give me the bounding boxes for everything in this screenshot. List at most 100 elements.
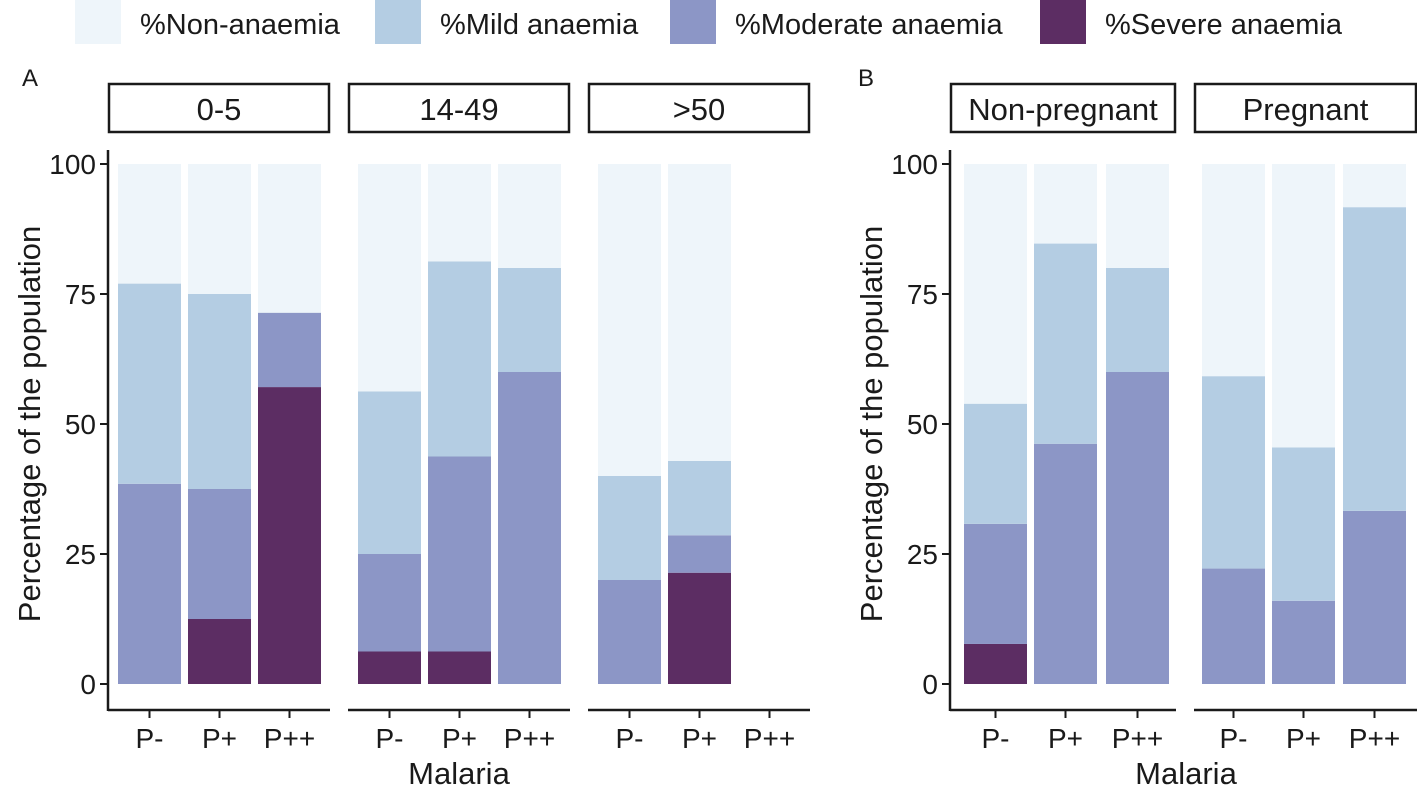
x-axis-title: Malaria	[408, 756, 510, 788]
x-tick-label: P-	[982, 723, 1010, 754]
legend-item-severe-anaemia: %Severe anaemia	[1040, 0, 1343, 44]
facet-0minus5: 0-5 P- P+ P++	[107, 82, 331, 754]
y-tick-label: 75	[65, 279, 96, 310]
bar-pregnant-pplusplus	[1343, 164, 1406, 684]
legend-swatch	[375, 0, 421, 44]
bar-0minus5-pminus	[118, 164, 181, 684]
bar-segment-non	[428, 164, 491, 262]
bar-nonminuspregnant-pminus	[964, 164, 1027, 684]
bar-segment-mild	[1034, 243, 1097, 444]
facet-strip-label: >50	[673, 92, 726, 127]
bar-segment-severe	[668, 572, 731, 684]
bar-segment-moderate	[358, 554, 421, 652]
facet-strip	[1193, 82, 1417, 134]
bar-segment-mild	[668, 460, 731, 536]
y-tick-label: 0	[922, 669, 938, 700]
bar-segment-mild	[188, 294, 251, 489]
bar-segment-moderate	[1272, 600, 1335, 684]
legend-label: %Non-anaemia	[140, 9, 341, 41]
bar-segment-non	[964, 164, 1027, 404]
facet-strip-label: Non-pregnant	[968, 92, 1158, 127]
bar-14minus49-pplus	[428, 164, 491, 684]
legend-item-nonminusanaemia: %Non-anaemia	[75, 0, 341, 44]
bar-segment-mild	[118, 283, 181, 484]
bar-segment-moderate	[1343, 510, 1406, 684]
bar-nonminuspregnant-pplus	[1034, 164, 1097, 684]
y-tick-label: 100	[891, 149, 938, 180]
y-tick-label: 25	[65, 539, 96, 570]
bar-segment-severe	[964, 643, 1027, 684]
x-tick-label: P+	[682, 723, 717, 754]
y-tick-label: 100	[49, 149, 96, 180]
bar-segment-non	[258, 164, 321, 313]
bar-segment-non	[1034, 164, 1097, 244]
y-axis-title: Percentage of the population	[12, 226, 47, 622]
bar-segment-moderate	[258, 312, 321, 388]
bar-segment-non	[598, 164, 661, 476]
y-tick-label: 25	[907, 539, 938, 570]
panel-a: A Percentage of the population 0 25 50 75 100 0…	[12, 65, 811, 788]
x-tick-label: P+	[1286, 723, 1321, 754]
legend-swatch	[75, 0, 121, 44]
bar-segment-non	[118, 164, 181, 284]
bar-segment-mild	[498, 268, 561, 372]
facet-strip	[587, 82, 811, 134]
x-tick-label: P+	[442, 723, 477, 754]
facet-nonminuspregnant: Non-pregnant P- P+ P++	[949, 82, 1177, 754]
bar-segment-mild	[1272, 447, 1335, 601]
facet-strip-label: 14-49	[419, 92, 498, 127]
bar-segment-non	[1272, 164, 1335, 448]
bar-14minus49-pminus	[358, 164, 421, 684]
y-tick-label: 50	[907, 409, 938, 440]
bar-segment-severe	[358, 651, 421, 684]
bar-segment-severe	[188, 619, 251, 684]
bar-segment-moderate	[1034, 443, 1097, 684]
bar-pregnant-pminus	[1202, 164, 1265, 684]
facet-14minus49: 14-49 P- P+ P++	[347, 82, 571, 754]
bar-nonminuspregnant-pplusplus	[1106, 164, 1169, 684]
bar-50-pplus	[668, 164, 731, 684]
panel-label: A	[22, 65, 38, 92]
facet-strip	[949, 82, 1177, 134]
x-axis-title: Malaria	[1135, 756, 1237, 788]
bar-0minus5-pplus	[188, 164, 251, 684]
facet-50: >50 P- P+ P++	[587, 82, 811, 754]
bar-segment-moderate	[1202, 568, 1265, 684]
bar-segment-moderate	[1106, 372, 1169, 684]
y-tick-label: 0	[80, 669, 96, 700]
x-tick-label: P+	[202, 723, 237, 754]
legend-item-moderate-anaemia: %Moderate anaemia	[670, 0, 1003, 44]
bar-segment-non	[1343, 164, 1406, 208]
bar-segment-severe	[258, 387, 321, 684]
legend-swatch	[670, 0, 716, 44]
facet-strip-label: Pregnant	[1243, 92, 1369, 127]
bar-segment-non	[188, 164, 251, 294]
bar-50-pminus	[598, 164, 661, 684]
bar-segment-moderate	[598, 580, 661, 684]
y-tick-label: 75	[907, 279, 938, 310]
x-tick-label: P-	[376, 723, 404, 754]
bar-segment-moderate	[428, 456, 491, 652]
bar-segment-moderate	[668, 535, 731, 573]
bar-segment-non	[1106, 164, 1169, 268]
x-tick-label: P++	[1349, 723, 1400, 754]
bar-segment-mild	[1343, 207, 1406, 511]
x-tick-label: P-	[136, 723, 164, 754]
panel-b: B Percentage of the population 0 25 50 75 100 N…	[854, 65, 1417, 788]
bar-segment-mild	[598, 476, 661, 580]
bar-segment-moderate	[498, 372, 561, 684]
legend-label: %Severe anaemia	[1105, 9, 1343, 41]
legend-label: %Mild anaemia	[440, 9, 639, 41]
bar-14minus49-pplusplus	[498, 164, 561, 684]
y-tick-label: 50	[65, 409, 96, 440]
bar-0minus5-pplusplus	[258, 164, 321, 684]
bar-segment-severe	[428, 651, 491, 684]
x-tick-label: P++	[264, 723, 315, 754]
legend-item-mild-anaemia: %Mild anaemia	[375, 0, 639, 44]
panel-label: B	[858, 65, 874, 92]
bar-segment-mild	[1106, 268, 1169, 372]
bar-segment-non	[668, 164, 731, 461]
x-tick-label: P++	[744, 723, 795, 754]
x-tick-label: P++	[1112, 723, 1163, 754]
